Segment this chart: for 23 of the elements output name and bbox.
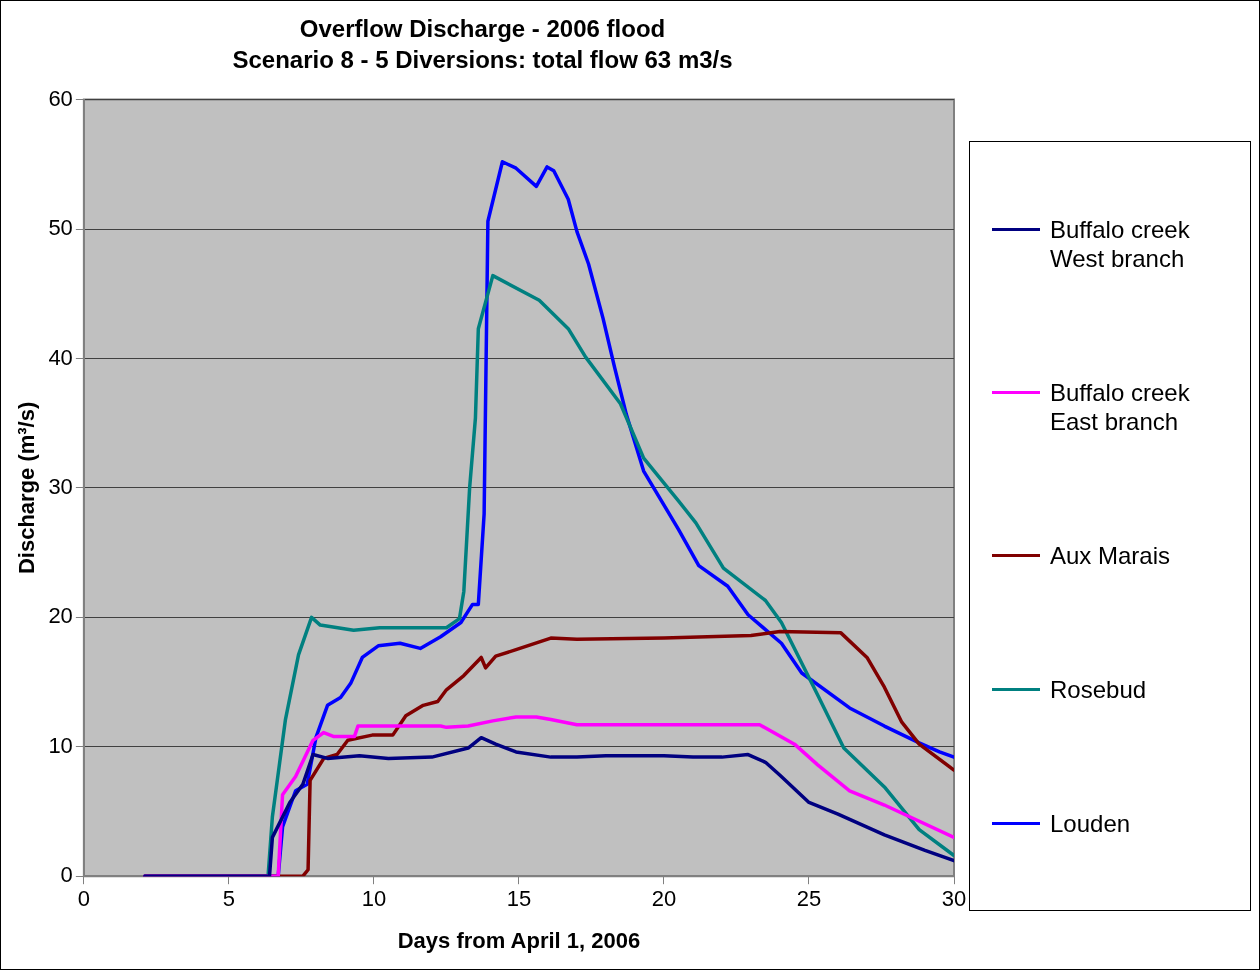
legend-label: Aux Marais (1050, 540, 1172, 570)
legend-label: Rosebud (1050, 674, 1148, 704)
x-tick-label: 25 (796, 886, 822, 912)
y-tick-label: 30 (48, 473, 73, 499)
y-tick-label: 20 (48, 603, 73, 629)
x-tick-label: 5 (222, 886, 236, 912)
y-tick-label: 40 (48, 344, 73, 370)
x-tick-label: 20 (651, 886, 677, 912)
chart-subtitle: Scenario 8 - 5 Diversions: total flow 63 m3/s (232, 45, 733, 73)
y-axis-title: Discharge (m³/s) (14, 401, 40, 575)
x-axis-title: Days from April 1, 2006 (397, 927, 641, 953)
y-tick-label: 0 (60, 862, 73, 888)
y-tick-label: 60 (48, 85, 73, 111)
legend-label: Louden (1050, 808, 1132, 838)
chart-title: Overflow Discharge - 2006 flood (299, 15, 666, 43)
legend-label: Buffalo creek East branch (1050, 377, 1191, 436)
x-tick-label: 15 (506, 886, 532, 912)
legend-label: Buffalo creek West branch (1050, 214, 1191, 273)
x-tick-label: 10 (361, 886, 387, 912)
x-tick-label: 0 (77, 886, 90, 912)
x-tick-label: 30 (941, 886, 967, 912)
y-tick-label: 50 (48, 215, 73, 241)
y-tick-label: 10 (48, 732, 73, 758)
